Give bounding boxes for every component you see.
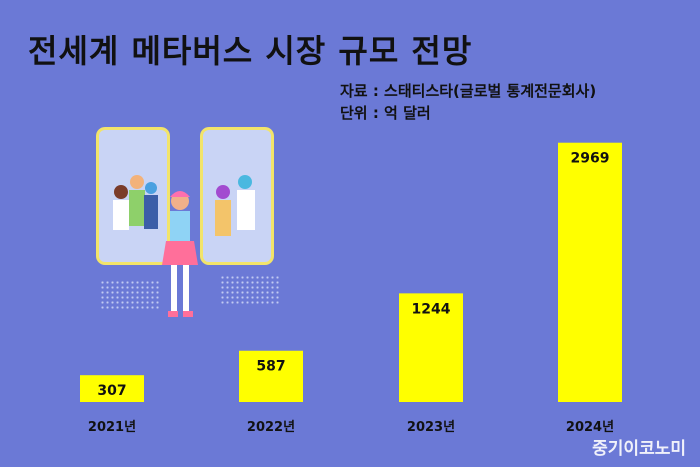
metaverse-illustration — [60, 125, 300, 335]
pixel-dots-right — [220, 275, 280, 305]
bar-1 — [80, 375, 144, 402]
bar-2 — [239, 350, 303, 402]
phone-left-icon — [96, 127, 170, 265]
friends-group-icon — [113, 175, 158, 230]
data-label-4: 2969 — [571, 151, 610, 167]
chart-meta: 자료 : 스태티스타(글로벌 통계전문회사) 단위 : 억 달러 — [340, 80, 596, 124]
phone-right-icon — [200, 127, 274, 265]
watermark: 중기이코노미 — [592, 439, 686, 459]
x-tick-label-4: 2024년 — [566, 420, 614, 435]
x-tick-label-2: 2022년 — [247, 420, 295, 435]
chart-title: 전세계 메타버스 시장 규모 전망 — [28, 32, 473, 70]
girl-character-icon — [162, 191, 198, 317]
bar-3 — [399, 293, 463, 402]
pixel-dots-left — [100, 280, 160, 310]
data-label-1: 307 — [97, 383, 126, 399]
bar-4 — [558, 142, 622, 402]
source-note: 자료 : 스태티스타(글로벌 통계전문회사) — [340, 82, 597, 100]
unit-note: 단위 : 억 달러 — [340, 104, 431, 122]
x-tick-label-1: 2021년 — [88, 420, 136, 435]
data-label-3: 1244 — [412, 301, 451, 317]
friends-pair-icon — [215, 175, 255, 236]
x-tick-label-3: 2023년 — [407, 420, 455, 435]
data-label-2: 587 — [256, 359, 285, 375]
